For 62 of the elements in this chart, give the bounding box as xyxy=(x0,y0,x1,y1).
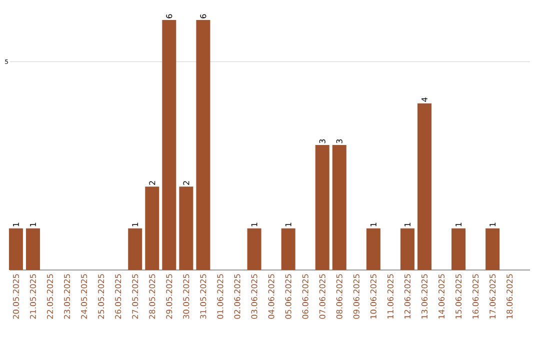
bar xyxy=(486,228,500,270)
bar xyxy=(145,186,160,270)
x-tick-label: 20.05.2025 xyxy=(12,274,19,319)
x-tick-label: 05.06.2025 xyxy=(285,274,292,319)
x-tick-label: 23.05.2025 xyxy=(64,274,70,319)
data-label: 2 xyxy=(183,181,190,185)
x-tick-label: 14.06.2025 xyxy=(438,274,445,318)
x-tick-label: 31.05.2025 xyxy=(200,274,206,319)
x-tick-label: 27.05.2025 xyxy=(132,274,138,319)
data-label: 1 xyxy=(370,222,376,226)
x-tick-label: 02.06.2025 xyxy=(234,274,240,319)
data-label: 1 xyxy=(13,222,19,226)
data-label: 6 xyxy=(166,14,172,18)
x-tick-label: 15.06.2025 xyxy=(455,274,462,318)
bar xyxy=(128,228,142,270)
x-tick-label: 06.06.2025 xyxy=(302,274,308,319)
bar xyxy=(315,145,330,270)
x-tick-label: 26.05.2025 xyxy=(115,274,122,319)
x-tick-label: 09.06.2025 xyxy=(353,274,360,319)
bar xyxy=(179,186,194,270)
bar xyxy=(247,228,262,270)
data-label: 2 xyxy=(149,181,156,185)
x-tick-label: 01.06.2025 xyxy=(217,274,224,319)
x-tick-label: 04.06.2025 xyxy=(268,274,274,319)
bar xyxy=(196,20,210,270)
x-tick-label: 08.06.2025 xyxy=(336,274,342,319)
x-tick-label: 16.06.2025 xyxy=(472,274,479,318)
bar xyxy=(400,228,414,270)
data-label: 1 xyxy=(490,222,496,226)
x-tick-label: 12.06.2025 xyxy=(404,274,410,318)
x-tick-label: 11.06.2025 xyxy=(387,274,394,318)
data-label: 1 xyxy=(404,222,410,226)
bar xyxy=(281,228,296,270)
bar xyxy=(8,228,23,270)
bar xyxy=(417,103,432,270)
x-tick-label: 22.05.2025 xyxy=(46,274,54,319)
bar xyxy=(162,20,176,270)
x-tick-label: 30.05.2025 xyxy=(183,274,190,319)
x-tick-label: 17.06.2025 xyxy=(490,274,496,318)
data-label: 3 xyxy=(319,139,326,144)
x-tick-label: 21.05.2025 xyxy=(30,274,36,319)
x-tick-label: 18.06.2025 xyxy=(506,274,513,318)
data-label: 1 xyxy=(285,222,292,226)
x-tick-label: 03.06.2025 xyxy=(251,274,258,319)
x-tick-label: 13.06.2025 xyxy=(421,274,428,318)
data-label: 1 xyxy=(132,222,138,226)
bar xyxy=(332,145,346,270)
bar xyxy=(366,228,380,270)
bar xyxy=(452,228,466,270)
data-label: 1 xyxy=(251,222,258,226)
x-tick-label: 28.05.2025 xyxy=(149,274,156,319)
data-label: 1 xyxy=(30,222,36,226)
x-tick-label: 24.05.2025 xyxy=(81,274,88,319)
x-tick-label: 07.06.2025 xyxy=(319,274,326,319)
data-label: 1 xyxy=(456,222,462,226)
x-tick-label: 25.05.2025 xyxy=(98,274,104,319)
x-tick-label: 10.06.2025 xyxy=(370,274,376,318)
data-label: 4 xyxy=(422,97,428,102)
data-label: 3 xyxy=(336,139,342,144)
bar xyxy=(26,228,40,270)
x-tick-label: 29.05.2025 xyxy=(166,274,172,319)
data-label: 6 xyxy=(200,14,206,18)
